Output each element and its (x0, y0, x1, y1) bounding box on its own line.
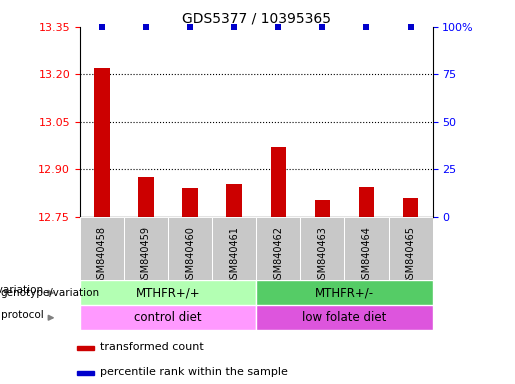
Text: GSM840459: GSM840459 (141, 227, 151, 285)
Bar (256, 305, 433, 330)
Text: low folate diet: low folate diet (302, 311, 387, 324)
Bar (80, 280, 256, 305)
Text: control diet: control diet (134, 311, 202, 324)
Bar (300, 217, 345, 280)
Bar (388, 217, 433, 280)
Text: GSM840463: GSM840463 (317, 227, 328, 285)
Bar (315, 200, 330, 217)
Text: MTHFR+/-: MTHFR+/- (315, 286, 374, 299)
Text: GSM840461: GSM840461 (229, 227, 239, 285)
Bar (80, 305, 256, 330)
Text: GSM840458: GSM840458 (97, 227, 107, 285)
Bar (138, 177, 153, 217)
Text: MTHFR+/+: MTHFR+/+ (136, 286, 200, 299)
Bar (256, 217, 300, 280)
Text: percentile rank within the sample: percentile rank within the sample (100, 367, 288, 377)
Text: transformed count: transformed count (100, 342, 203, 352)
Bar (168, 217, 212, 280)
Text: genotype/variation: genotype/variation (0, 285, 44, 295)
Bar (359, 187, 374, 217)
Bar (77, 371, 94, 375)
Text: GSM840462: GSM840462 (273, 227, 283, 285)
Bar (124, 217, 168, 280)
Bar (227, 184, 242, 217)
Bar (212, 217, 256, 280)
Bar (270, 147, 286, 217)
Text: protocol: protocol (1, 310, 44, 320)
Bar (403, 198, 418, 217)
Bar (80, 217, 124, 280)
Text: genotype/variation: genotype/variation (0, 288, 99, 298)
Bar (182, 189, 198, 217)
Text: GSM840460: GSM840460 (185, 227, 195, 285)
Bar (77, 346, 94, 350)
Text: GSM840465: GSM840465 (405, 227, 416, 285)
Bar (256, 280, 433, 305)
Bar (345, 217, 388, 280)
Title: GDS5377 / 10395365: GDS5377 / 10395365 (182, 12, 331, 26)
Text: GSM840464: GSM840464 (362, 227, 371, 285)
Bar (94, 68, 110, 217)
